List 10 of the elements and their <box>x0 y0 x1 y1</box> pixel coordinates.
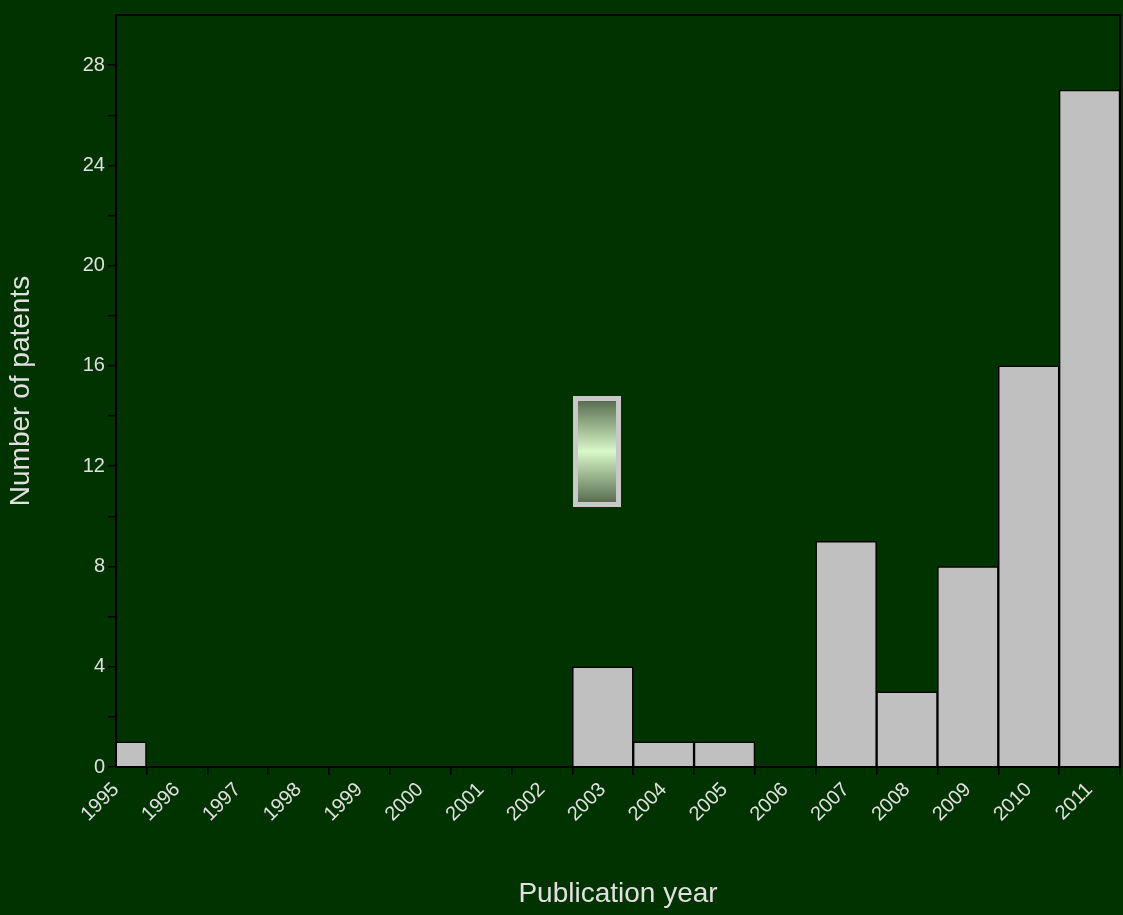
y-tick-label: 16 <box>82 353 105 376</box>
y-tick-label: 12 <box>82 453 105 476</box>
y-tick-label: 0 <box>93 754 105 777</box>
y-tick-label: 8 <box>93 553 105 576</box>
y-tick-label: 4 <box>93 654 105 677</box>
y-axis-title: Number of patents <box>3 275 35 507</box>
y-tick-label: 20 <box>82 253 105 276</box>
y-tick-label: 24 <box>82 152 105 175</box>
x-axis-title: Publication year <box>518 876 718 908</box>
y-tick-label: 28 <box>82 52 105 75</box>
